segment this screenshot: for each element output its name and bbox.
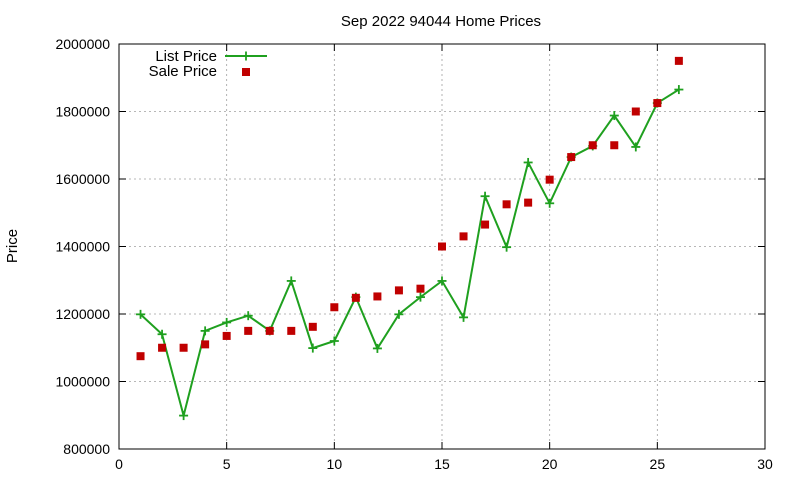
sale-price-point [222, 331, 231, 340]
sale-price-point [287, 326, 296, 335]
sale-price-point [416, 284, 425, 293]
sale-price-point [438, 242, 446, 251]
sale-price-point [524, 198, 533, 207]
x-tick-label: 5 [223, 456, 231, 472]
list-price-point [437, 276, 447, 286]
list-price-point [480, 191, 490, 201]
legend-label-list-price: List Price [155, 48, 217, 65]
x-tick-label: 30 [757, 456, 773, 472]
list-price-line [139, 88, 680, 420]
ticks: 800000 1000000 1200000 1400000 1600000 180000… [55, 36, 773, 472]
sale-price-point [459, 232, 468, 241]
y-tick-label: 1400000 [55, 239, 110, 255]
list-price-point [372, 343, 382, 353]
sale-price-point [179, 343, 188, 352]
list-price-point [308, 343, 318, 353]
y-tick-label: 800000 [63, 441, 110, 457]
sale-price-point [394, 286, 403, 295]
list-price-point [179, 411, 189, 421]
sale-price-point [674, 56, 683, 65]
list-price-point [329, 336, 339, 346]
list-price-point [459, 312, 469, 322]
list-price-point [415, 292, 425, 302]
list-price-point [523, 157, 533, 167]
legend-label-sale-price: Sale Price [149, 63, 217, 80]
sale-price-point [567, 153, 576, 162]
y-tick-label: 1000000 [55, 374, 110, 390]
y-tick-label: 1200000 [55, 306, 110, 322]
plot-frame [118, 43, 766, 450]
x-tick-label: 20 [542, 456, 558, 472]
sale-price-point [653, 99, 662, 108]
list-price-point [157, 329, 167, 339]
sale-price-point [373, 292, 382, 301]
sale-price-point [244, 326, 253, 335]
list-price-point [200, 326, 210, 336]
x-tick-label: 15 [434, 456, 450, 472]
x-tick-label: 0 [115, 456, 123, 472]
y-tick-label: 1800000 [55, 104, 110, 120]
legend-marker-sale-price [242, 68, 250, 76]
sale-price-point [610, 141, 619, 150]
legend-marker-list-price [241, 51, 251, 61]
x-tick-label: 25 [650, 456, 666, 472]
sale-price-point [545, 175, 554, 184]
sale-price-point [588, 141, 597, 150]
list-price-point [243, 311, 253, 321]
list-price-point [674, 85, 684, 95]
list-price-point [502, 242, 512, 252]
list-price-point [222, 317, 232, 327]
sale-price-point [351, 293, 360, 302]
sale-price-point [631, 107, 640, 116]
sale-price-point [481, 220, 490, 229]
list-price-point [609, 111, 619, 121]
chart-title: Sep 2022 94044 Home Prices [341, 13, 541, 30]
list-price-point [545, 198, 555, 208]
sale-price-point [265, 326, 274, 335]
sale-price-point [330, 303, 339, 312]
sale-price-point [158, 343, 167, 352]
list-price-point [631, 142, 641, 152]
sale-price-point [502, 200, 511, 209]
list-price-point [136, 309, 146, 319]
sale-price-point [201, 340, 210, 349]
y-tick-label: 2000000 [55, 36, 110, 52]
y-tick-label: 1600000 [55, 171, 110, 187]
list-price-point [286, 276, 296, 286]
x-tick-label: 10 [327, 456, 343, 472]
list-price-point [394, 309, 404, 319]
sale-price-point [308, 322, 317, 331]
y-axis-label: Price [4, 229, 21, 263]
sale-price-point [136, 352, 145, 361]
series-layer [136, 56, 684, 421]
